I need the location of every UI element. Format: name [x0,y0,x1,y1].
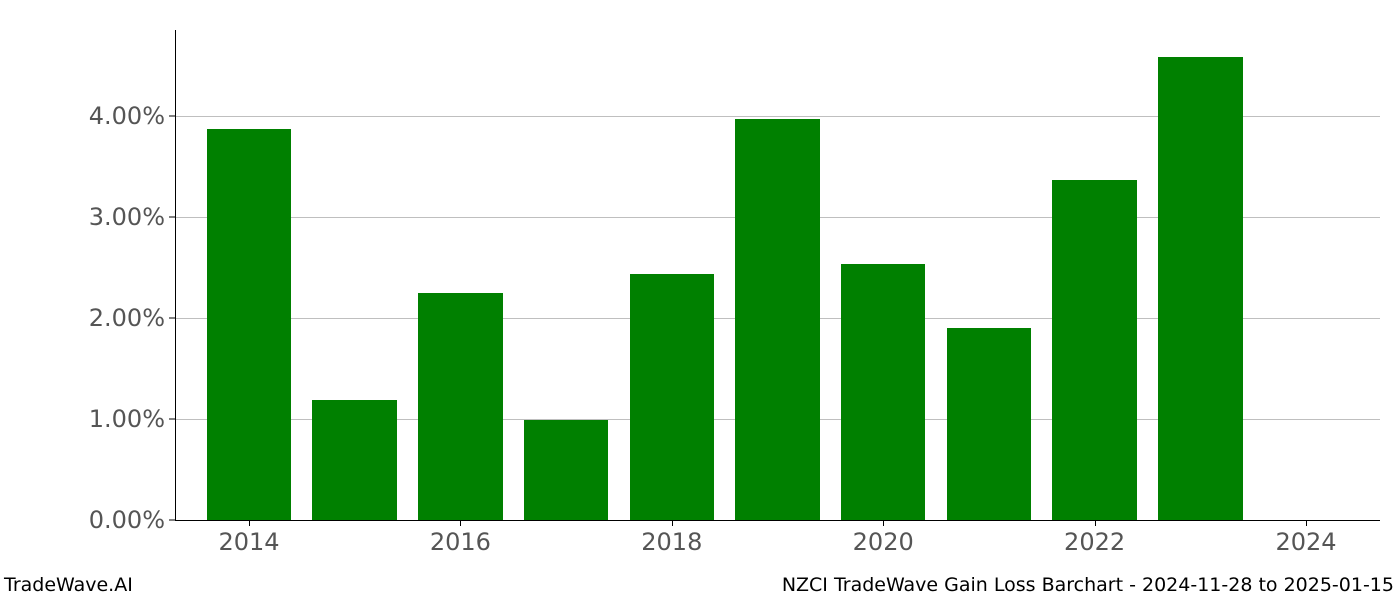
chart-container: 0.00% 1.00% 2.00% 3.00% 4.00% 2014 2016 2018 202… [0,0,1400,600]
y-tick-label: 0.00% [89,506,165,534]
y-tick-label: 2.00% [89,304,165,332]
footer-brand: TradeWave.AI [4,574,133,596]
x-tick-label: 2024 [1275,528,1336,556]
bar [841,264,926,520]
bar [312,400,397,520]
y-tick-label: 4.00% [89,102,165,130]
bar [735,119,820,520]
y-axis-line [175,30,176,520]
x-tick-label: 2016 [430,528,491,556]
bar [1052,180,1137,520]
bar [524,420,609,520]
bar [630,274,715,521]
bar [947,328,1032,520]
x-tick-label: 2018 [641,528,702,556]
y-tick-label: 1.00% [89,405,165,433]
bar [418,293,503,520]
x-tick-label: 2020 [853,528,914,556]
bar [1158,57,1243,520]
x-tick-label: 2014 [218,528,279,556]
y-tick-label: 3.00% [89,203,165,231]
plot-area: 0.00%1.00%2.00%3.00%4.00%201420162018202… [175,30,1380,520]
x-axis-line [175,520,1380,521]
bar [207,129,292,520]
footer-caption: NZCI TradeWave Gain Loss Barchart - 2024… [782,574,1394,596]
x-tick-label: 2022 [1064,528,1125,556]
